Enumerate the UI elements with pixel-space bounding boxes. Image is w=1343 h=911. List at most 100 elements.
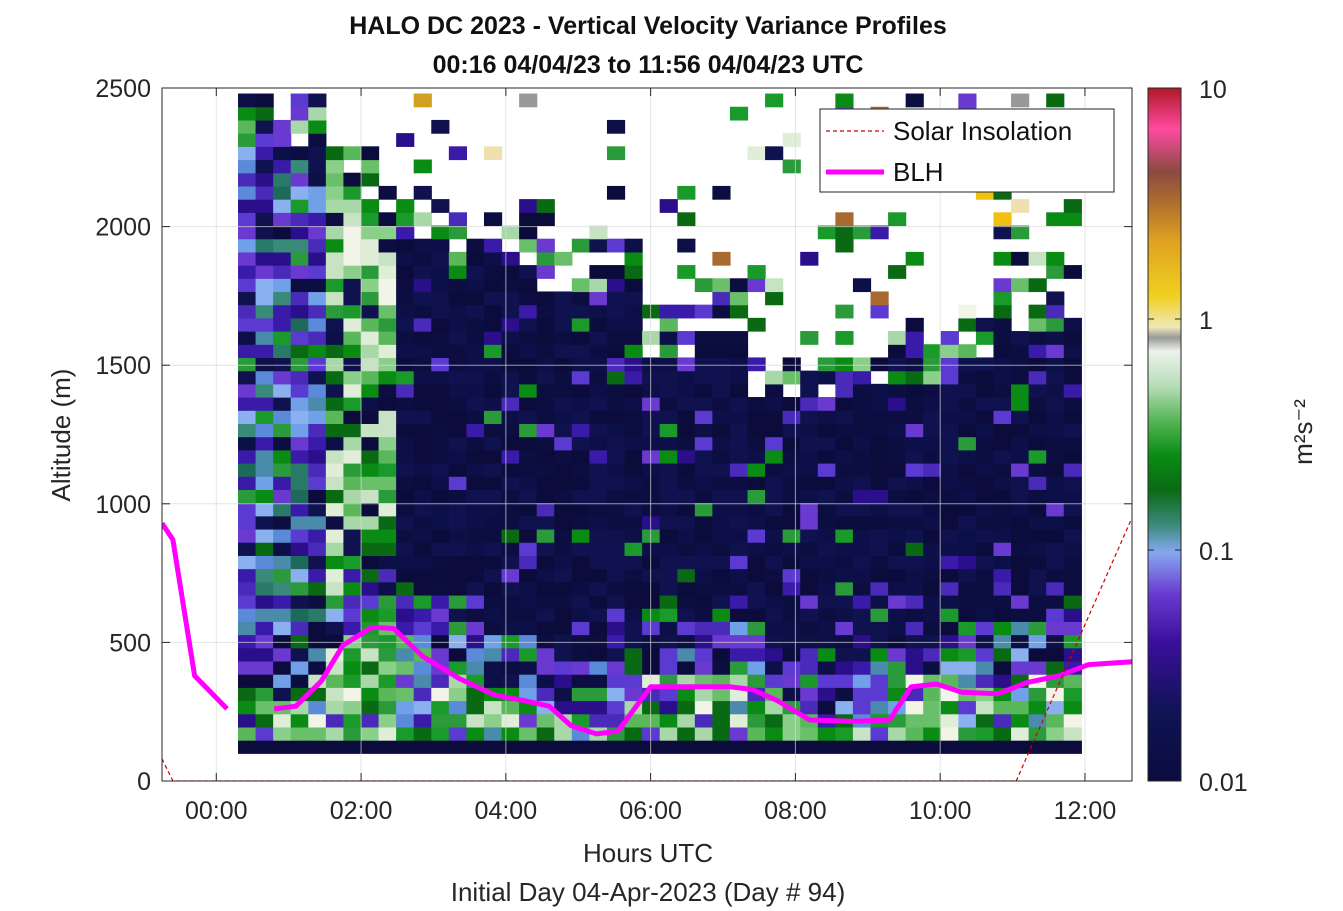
heatmap-cell [238, 331, 257, 345]
heatmap-cell [975, 410, 995, 425]
heatmap-cell [536, 463, 555, 477]
heatmap-cell [431, 291, 450, 306]
heatmap-cell [888, 476, 907, 490]
axis-ticks: 00:00 02:00 04:00 06:00 08:00 10:00 12:0005001… [95, 75, 1132, 825]
heatmap-cell [958, 410, 977, 425]
heatmap-cell [360, 251, 380, 266]
heatmap-cell [729, 476, 749, 490]
heatmap-cell [606, 119, 626, 134]
heatmap-cell [835, 700, 854, 715]
heatmap-cell [413, 212, 432, 227]
heatmap-cell [238, 383, 257, 398]
legend-blh-label: BLH [893, 157, 944, 187]
heatmap-cell [677, 713, 696, 728]
heatmap-cell [396, 317, 415, 332]
heatmap-cell [448, 370, 468, 385]
heatmap-cell [396, 489, 415, 504]
heatmap-cell [360, 357, 380, 372]
colorbar-label: m²s⁻² [1288, 399, 1318, 465]
heatmap-cell [413, 463, 432, 477]
heatmap-cell [940, 357, 959, 372]
heatmap-cell [308, 304, 327, 319]
heatmap-cell [606, 265, 626, 279]
heatmap-cell [571, 660, 590, 675]
heatmap-cell [940, 423, 959, 438]
heatmap-cell [519, 726, 538, 741]
heatmap-cell [360, 542, 380, 556]
heatmap-cell [238, 357, 257, 372]
heatmap-cell [835, 568, 854, 583]
heatmap-cell [519, 674, 538, 688]
heatmap-cell [800, 608, 819, 622]
heatmap-cell [747, 357, 766, 372]
heatmap-cell [501, 740, 520, 754]
heatmap-cell [255, 542, 274, 556]
heatmap-cell [571, 674, 590, 688]
heatmap-cell [817, 476, 836, 490]
heatmap-cell [870, 726, 889, 741]
heatmap-cell [852, 397, 872, 411]
heatmap-cell [712, 726, 731, 741]
heatmap-cell [835, 93, 854, 108]
heatmap-cell [448, 436, 468, 451]
heatmap-cell [360, 383, 380, 398]
heatmap-cell [589, 370, 608, 385]
heatmap-cell [589, 700, 608, 715]
heatmap-cell [378, 251, 397, 266]
heatmap-cell [624, 423, 643, 438]
heatmap-cell [888, 621, 907, 636]
heatmap-cell [536, 594, 555, 609]
heatmap-cell [642, 700, 661, 715]
heatmap-cell [343, 713, 362, 728]
heatmap-cell [466, 370, 485, 385]
heatmap-cell [360, 713, 380, 728]
heatmap-cell [308, 436, 327, 451]
heatmap-cell [589, 304, 608, 319]
heatmap-cell [800, 700, 819, 715]
heatmap-cell [255, 594, 274, 609]
heatmap-cell [606, 185, 626, 200]
heatmap-cell [290, 172, 309, 187]
heatmap-cell [694, 581, 713, 596]
heatmap-cell [923, 660, 942, 675]
heatmap-cell [448, 528, 468, 543]
heatmap-cell [589, 594, 608, 609]
heatmap-cell [729, 660, 749, 675]
heatmap-cell [325, 383, 345, 398]
heatmap-cell [923, 476, 942, 490]
heatmap-cell [782, 502, 801, 517]
heatmap-cell [536, 357, 555, 372]
heatmap-cell [308, 317, 327, 332]
heatmap-cell [870, 594, 889, 609]
heatmap-cell [571, 357, 590, 372]
heatmap-cell [694, 542, 713, 556]
heatmap-cell [835, 331, 854, 345]
heatmap-cell [483, 608, 503, 622]
heatmap-cell [817, 621, 836, 636]
heatmap-cell [817, 594, 836, 609]
heatmap-cell [765, 515, 784, 530]
heatmap-cell [466, 621, 485, 636]
heatmap-cell [308, 278, 327, 293]
heatmap-cell [888, 674, 907, 688]
heatmap-cell [238, 106, 257, 121]
heatmap-cell [1011, 357, 1030, 372]
heatmap-cell [905, 383, 924, 398]
heatmap-cell [571, 278, 590, 293]
heatmap-cell [483, 304, 503, 319]
heatmap-cell [343, 410, 362, 425]
heatmap-cell [360, 726, 380, 741]
heatmap-cell [554, 370, 573, 385]
heatmap-cell [1046, 317, 1065, 332]
heatmap-cell [519, 199, 538, 213]
heatmap-cell [466, 581, 485, 596]
heatmap-cell [501, 304, 520, 319]
heatmap-cell [1011, 700, 1030, 715]
heatmap-cell [255, 436, 274, 451]
heatmap-cell [466, 238, 485, 253]
heatmap-cell [817, 410, 836, 425]
heatmap-cell [905, 489, 924, 504]
heatmap-cell [817, 634, 836, 649]
heatmap-cell [448, 265, 468, 279]
heatmap-cell [273, 463, 292, 477]
